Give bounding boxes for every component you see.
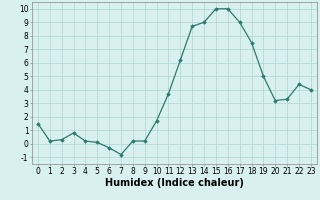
X-axis label: Humidex (Indice chaleur): Humidex (Indice chaleur) bbox=[105, 178, 244, 188]
